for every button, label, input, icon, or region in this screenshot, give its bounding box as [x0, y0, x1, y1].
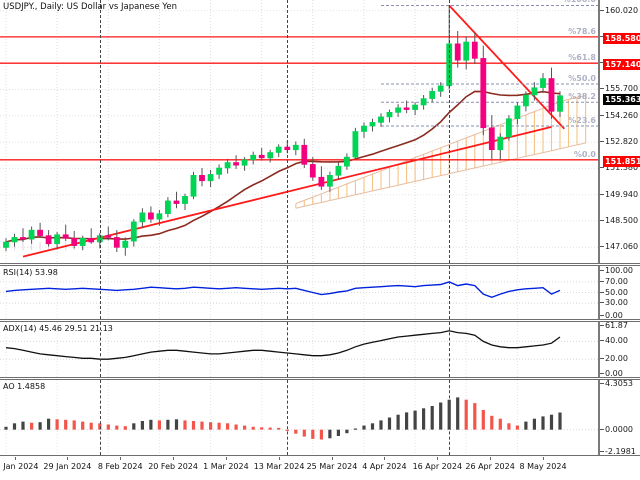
ao-tick: 4.3053 [600, 380, 633, 388]
ao-tick: 0.0000 [600, 425, 633, 434]
price-tick: 154.260 [600, 111, 638, 120]
price-tick: 147.060 [600, 243, 638, 251]
date-tick-label: 29 Jan 2024 [43, 462, 92, 471]
rsi-tick: 70.00 [600, 277, 628, 286]
price-level-label: 158.580 [603, 32, 640, 44]
date-tick-mark [120, 457, 122, 460]
price-tick: 160.020 [600, 6, 638, 15]
date-tick-label: 1 Mar 2024 [203, 462, 249, 471]
vertical-cursor-line [287, 0, 289, 263]
date-tick-label: 26 Apr 2024 [465, 462, 515, 471]
rsi-plot-area[interactable] [0, 266, 598, 319]
vertical-cursor-line [99, 266, 101, 319]
date-tick-label: 13 Mar 2024 [253, 462, 305, 471]
rsi-tick: 100.00 [600, 267, 633, 275]
price-tick: 151.380 [600, 164, 638, 172]
ao-title: AO 1.4858 [3, 382, 46, 391]
adx-tick: 0.00 [600, 370, 623, 378]
rsi-tick: 30.00 [600, 299, 628, 307]
ao-plot-area[interactable] [0, 380, 598, 455]
vertical-cursor-line [449, 266, 451, 319]
date-tick-mark [225, 457, 227, 460]
rsi-title: RSI(14) 53.98 [3, 268, 58, 277]
vertical-cursor-line [449, 322, 451, 377]
price-level-label: 151.851 [603, 155, 640, 167]
date-tick-mark [14, 457, 16, 460]
vertical-cursor-line [287, 322, 289, 377]
fib-level-label: %78.6 [568, 26, 596, 36]
price-tick: 155.700 [600, 85, 638, 93]
fib-level-label: %50.0 [568, 74, 596, 83]
date-tick-label: 17 Jan 2024 [0, 462, 39, 471]
fib-level-label: %100.0 [563, 0, 596, 4]
rsi-tick: 50.00 [600, 288, 628, 297]
vertical-cursor-line [99, 322, 101, 377]
date-tick-mark [437, 457, 439, 460]
adx-title: ADX(14) 45.46 29.51 21.13 [3, 324, 113, 333]
date-tick-mark [67, 457, 69, 460]
fib-level-label: %38.2 [568, 92, 596, 102]
date-tick-mark [278, 457, 280, 460]
ao-axis[interactable]: 4.3053 0.0000 -2.1981 [598, 380, 640, 456]
price-axis[interactable]: 160.020 158.580 157.140 155.700 154.260 152.8… [598, 0, 640, 263]
date-tick-mark [331, 457, 333, 460]
adx-tick: 40.00 [600, 337, 628, 345]
ao-tick: -2.1981 [600, 448, 636, 456]
adx-tick: 61.87 [600, 322, 628, 330]
vertical-cursor-line [449, 380, 451, 455]
vertical-cursor-line [449, 0, 451, 263]
vertical-cursor-line [99, 380, 101, 455]
date-tick-mark [173, 457, 175, 460]
vertical-cursor-line [99, 0, 101, 263]
rsi-panel[interactable]: RSI(14) 53.98 100.00 70.00 50.00 30.00 0.00 [0, 265, 640, 320]
vertical-cursor-line [287, 380, 289, 455]
date-tick-label: 8 Feb 2024 [97, 462, 143, 471]
adx-plot-area[interactable] [0, 322, 598, 377]
chart-header-title: USDJPY., Daily: US Dollar vs Japanese Ye… [3, 2, 177, 12]
date-tick-label: 8 May 2024 [519, 462, 567, 471]
rsi-tick: 0.00 [600, 312, 623, 320]
date-tick-label: 16 Apr 2024 [412, 462, 463, 471]
adx-axis[interactable]: 61.87 40.00 20.00 0.00 [598, 322, 640, 378]
fib-level-label: %61.8 [568, 53, 596, 63]
date-tick-label: 20 Feb 2024 [148, 462, 198, 471]
adx-panel[interactable]: ADX(14) 45.46 29.51 21.13 61.87 40.00 20.0… [0, 321, 640, 378]
date-axis[interactable]: 17 Jan 2024 29 Jan 2024 8 Feb 2024 20 Feb 2… [0, 457, 640, 480]
price-plot-area[interactable]: %100.0 %78.6 %61.8 %50.0 %38.2 %23.6 %0.0 [0, 0, 598, 263]
price-level-label: 157.140 [603, 59, 640, 71]
price-panel[interactable]: USDJPY., Daily: US Dollar vs Japanese Ye… [0, 0, 640, 264]
price-tick: 152.820 [600, 138, 638, 146]
ao-panel[interactable]: AO 1.4858 4.3053 0.0000 -2.1981 [0, 379, 640, 456]
fib-level-label: %0.0 [573, 149, 596, 159]
vertical-cursor-line [287, 266, 289, 319]
date-tick-mark [490, 457, 492, 460]
adx-tick: 20.00 [600, 355, 628, 363]
current-price-label: 155.363 [603, 93, 640, 105]
fib-level-label: %23.6 [568, 116, 596, 126]
price-tick: 148.500 [600, 216, 638, 225]
date-tick-mark [543, 457, 544, 460]
date-tick-mark [384, 457, 386, 460]
date-tick-label: 4 Apr 2024 [362, 462, 407, 471]
rsi-axis[interactable]: 100.00 70.00 50.00 30.00 0.00 [598, 266, 640, 320]
price-tick: 149.940 [600, 190, 638, 199]
date-tick-label: 25 Mar 2024 [306, 462, 358, 471]
